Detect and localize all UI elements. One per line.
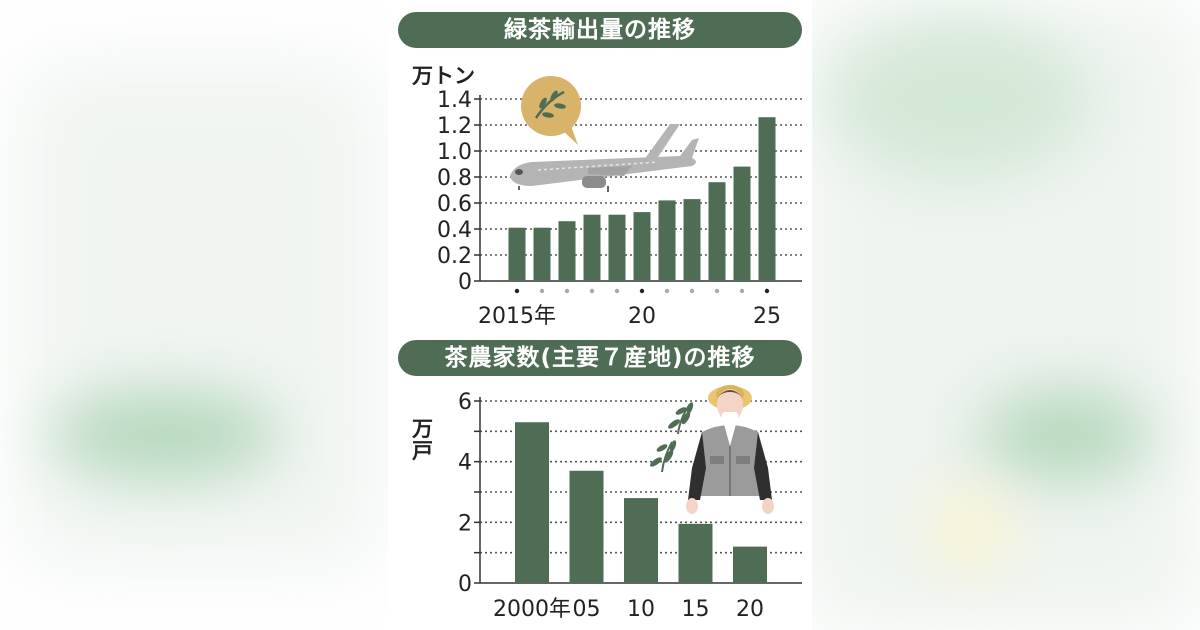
- chart2-x-tick-label: 10: [627, 597, 655, 622]
- chart1-unit: 万トン: [412, 64, 475, 88]
- tea-sprout-icon: [650, 402, 694, 473]
- chart1-x-tick-dot: [764, 288, 770, 294]
- background-blur-left-green: [50, 390, 280, 480]
- chart1-x-tick-dot: [664, 288, 670, 294]
- tea-leaf-speech-bubble-icon: [521, 76, 581, 145]
- chart1-y-tick-label: 0.4: [437, 218, 472, 243]
- chart1-bar: [633, 212, 651, 281]
- chart2-y-tick-label: 0: [458, 572, 472, 597]
- chart1-bar: [733, 166, 751, 281]
- tea-farmer-illustration: [686, 385, 774, 514]
- background-blur-right-top: [830, 20, 1090, 180]
- chart1-x-tick-dot: [564, 288, 570, 294]
- chart1-bar: [683, 199, 701, 281]
- chart1-y-tick-label: 0.6: [437, 192, 472, 217]
- chart1-x-tick-label: 20: [628, 304, 656, 329]
- chart2-tea-farmers: 0 2 4 6 2000年 05 10 15 20: [458, 390, 802, 622]
- chart1-bar: [708, 182, 726, 281]
- chart1-y-tick-label: 0: [458, 270, 472, 295]
- chart1-y-tick-label: 1.2: [437, 114, 472, 139]
- chart2-bar: [624, 498, 658, 583]
- chart2-bar: [515, 422, 549, 583]
- chart1-bar: [583, 214, 601, 281]
- infographic-panel: 緑茶輸出量の推移 万トン 茶農家数(主要７産地)の推移 万戸 0 0.2 0.4 0.…: [388, 0, 812, 630]
- chart1-x-tick-dot: [639, 288, 645, 294]
- chart1-title: 緑茶輸出量の推移: [398, 12, 802, 48]
- chart1-y-tick-label: 1.4: [437, 88, 472, 113]
- chart2-x-tick-label: 05: [573, 597, 601, 622]
- chart1-bar: [508, 227, 526, 281]
- chart1-y-tick-label: 0.2: [437, 244, 472, 269]
- chart2-y-tick-label: 6: [458, 390, 472, 415]
- chart1-x-tick-dot: [514, 288, 520, 294]
- chart2-bar: [678, 523, 713, 583]
- airplane-icon: [510, 124, 699, 192]
- background-blur-left: [20, 60, 380, 570]
- chart1-bar: [758, 117, 776, 281]
- chart1-bar: [533, 227, 551, 281]
- chart1-x-tick-dot: [739, 288, 745, 294]
- chart1-x-tick-label: 2015年: [478, 304, 556, 329]
- chart2-y-tick-label: 4: [458, 451, 472, 476]
- chart2-unit: 万戸: [412, 417, 433, 463]
- chart1-x-tick-label: 25: [753, 304, 781, 329]
- chart2-bar: [733, 546, 767, 583]
- chart1-y-tick-label: 0.8: [437, 166, 472, 191]
- chart1-bar: [658, 200, 676, 281]
- chart2-x-tick-label: 15: [682, 597, 710, 622]
- chart1-x-tick-dot: [539, 288, 545, 294]
- background-blur-right-yellow: [930, 490, 1010, 570]
- chart2-x-tick-label: 2000年: [493, 597, 571, 622]
- chart1-x-tick-dot: [689, 288, 695, 294]
- chart1-bar: [558, 221, 576, 281]
- chart1-y-tick-label: 1.0: [437, 140, 472, 165]
- chart2-x-tick-label: 20: [736, 597, 764, 622]
- chart1-x-tick-dot: [714, 288, 720, 294]
- chart1-export-volume: 00.20.40.60.81.01.21.4 2015年 20 25: [437, 88, 802, 329]
- background-blur-right-green: [980, 390, 1150, 480]
- chart2-title: 茶農家数(主要７産地)の推移: [398, 340, 802, 376]
- chart1-bar: [608, 214, 626, 281]
- chart1-x-tick-dot: [614, 288, 620, 294]
- chart1-x-tick-dot: [589, 288, 595, 294]
- chart2-bar: [569, 470, 604, 583]
- chart2-y-tick-label: 2: [458, 511, 472, 536]
